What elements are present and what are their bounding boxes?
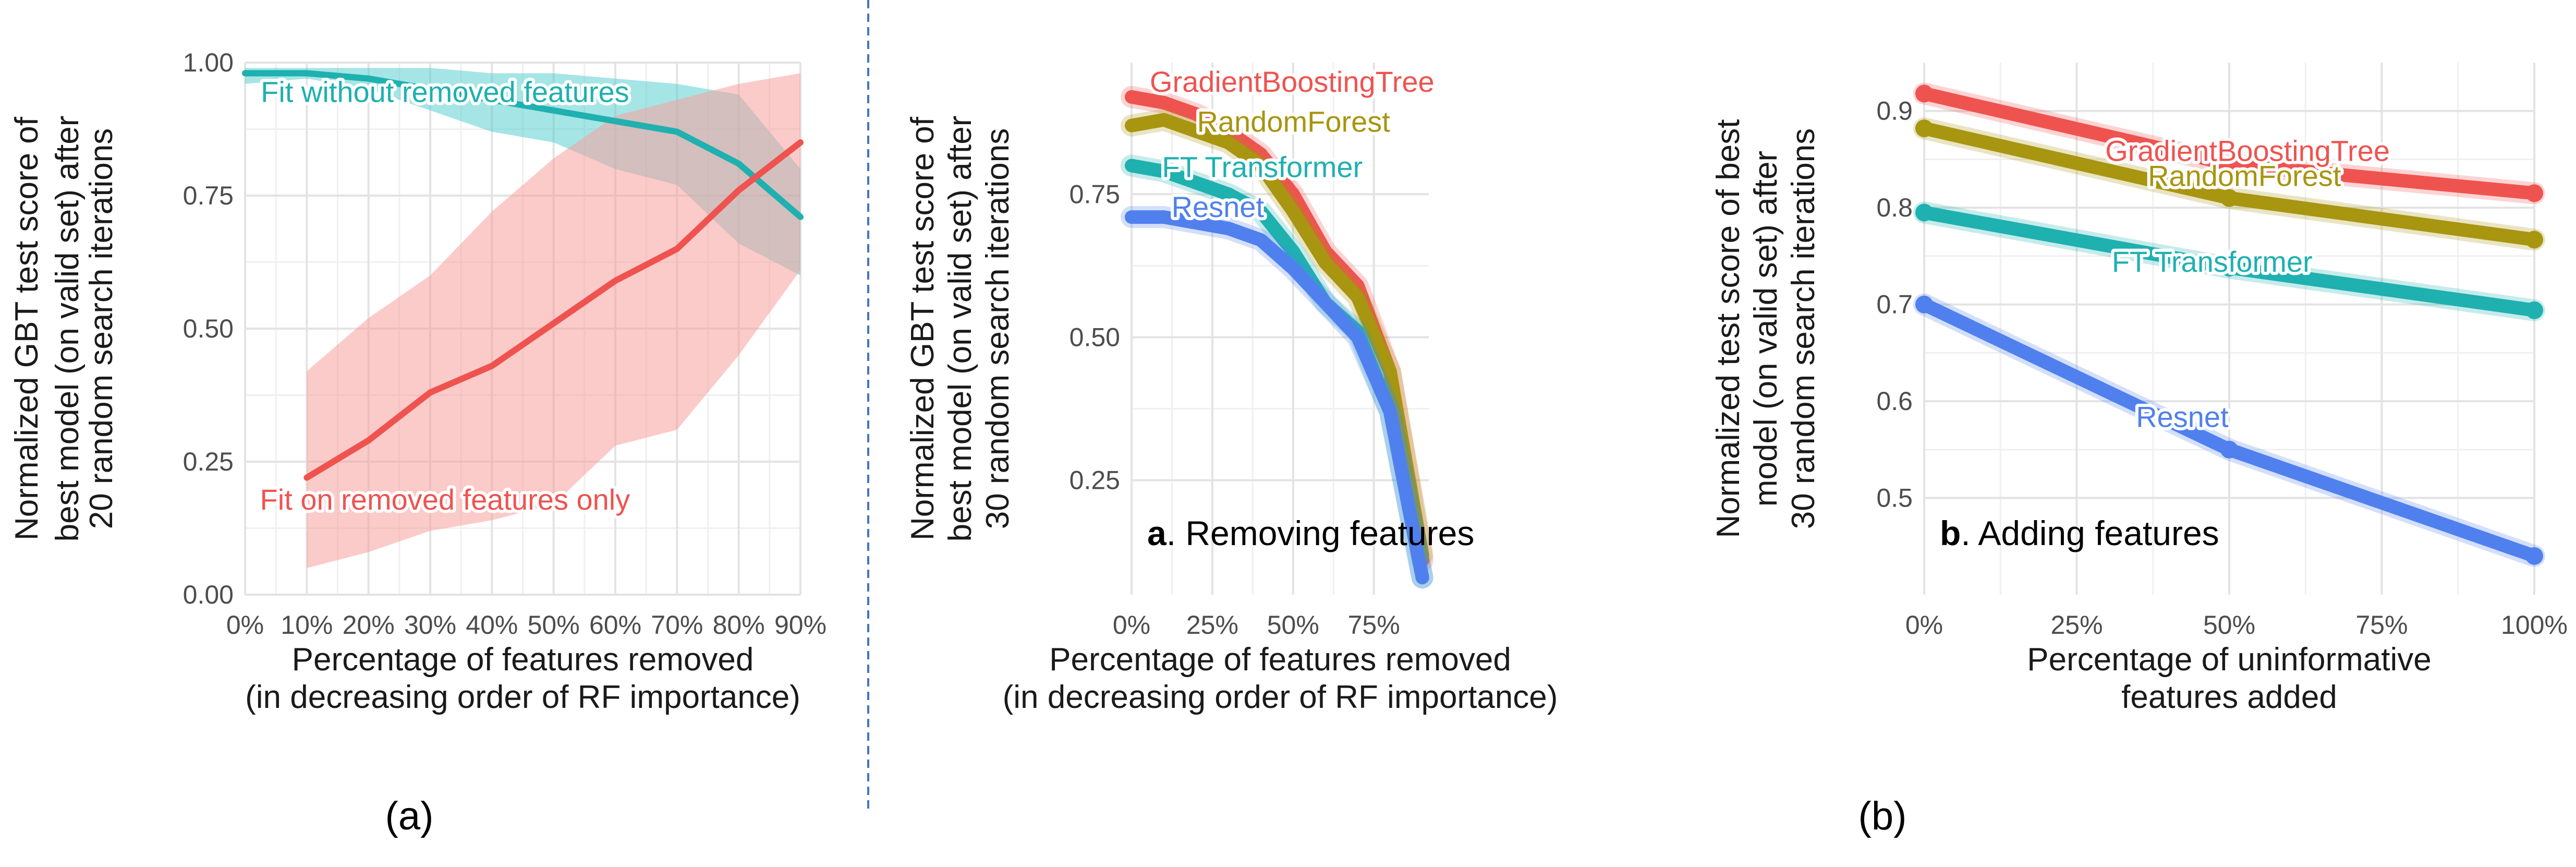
chart-3-data-point [2220,189,2238,207]
chart-3-x-tick-label: 50% [2203,610,2255,640]
chart-1-series-label: Fit without removed features [261,75,629,108]
chart-2-y-axis-label: Normalized GBT test score of [905,116,941,540]
chart-1-y-axis-label: best model (on valid set) after [50,116,86,542]
chart-3-x-axis-label: Percentage of uninformative [2027,642,2431,678]
chart-3-series-label-halo: FT Transformer [2112,245,2313,278]
chart-1-y-axis-label: 20 random search iterations [83,128,119,529]
chart-3-series-label: Resnet [2136,401,2229,434]
chart-2-series-line [1125,113,1429,562]
chart-3-series-label-halo: Resnet [2136,401,2229,434]
chart-3-data-point [2525,301,2543,319]
chart-2-series-label: RandomForest [1197,105,1390,138]
chart-3-data-point [2525,547,2543,565]
chart-1-x-tick-label: 90% [774,610,827,640]
chart-2-series-label-halo: GradientBoostingTree [1150,65,1435,98]
chart-2-x-axis-label: (in decreasing order of RF importance) [1003,679,1558,715]
chart-1-y-tick-label: 1.00 [183,48,234,77]
chart-3-series-label: RandomForest [2148,160,2341,192]
chart-1-x-tick-label: 80% [713,610,765,640]
chart-2-series-label-halo: RandomForest [1197,105,1390,138]
chart-3-y-tick-label: 0.9 [1876,97,1913,126]
chart-3-x-tick-label: 75% [2355,610,2408,640]
chart-3-data-point [2220,259,2238,277]
chart-2-y-tick-label: 0.50 [1070,322,1120,352]
chart-3-data-point [1915,203,1933,222]
chart-2-x-tick-label: 0% [1113,610,1150,640]
chart-1-x-axis-label: Percentage of features removed [292,642,754,678]
chart-1-x-tick-label: 70% [651,610,703,640]
chart-3-y-tick-label: 0.7 [1876,290,1913,319]
chart-1-series-label-halo: Fit on removed features only [260,483,630,516]
chart-panel-b-adding: 0.5 0.6 0.7 0.8 0.9 0% 25% 50% 75% 100% Percentage… [1710,63,2568,715]
chart-3-y-tick-label: 0.5 [1876,484,1913,513]
chart-1-y-tick-label: 0.50 [183,314,234,343]
chart-3-data-point [2220,440,2238,459]
chart-2-series-label: Resnet [1172,190,1265,223]
chart-2-series-label: FT Transformer [1162,150,1363,183]
chart-1-y-axis-label: Normalized GBT test score of [9,116,45,540]
chart-3-data-point [2220,155,2238,173]
chart-1-x-tick-label: 50% [528,610,580,640]
chart-3-series-label: GradientBoostingTree [2105,135,2390,167]
chart-3-x-tick-label: 100% [2501,610,2568,640]
chart-2-x-axis-label: Percentage of features removed [1049,642,1511,678]
chart-1-x-tick-label: 60% [589,610,641,640]
chart-3-y-axis-label: Normalized test score of best [1710,119,1746,538]
chart-1-x-tick-label: 10% [281,610,333,640]
sublabel-a: (a) [385,794,434,838]
chart-1-x-axis-label: (in decreasing order of RF importance) [245,679,800,715]
chart-3-data-point [1915,119,1933,138]
chart-2-series-line [1125,210,1429,585]
chart-2-series-label-halo: Resnet [1172,190,1265,223]
chart-3-y-tick-label: 0.6 [1876,387,1913,416]
chart-2-panel-letter: a [1147,514,1167,552]
chart-3-data-point [2525,231,2543,249]
chart-2-x-tick-label: 25% [1186,610,1238,640]
chart-1-x-tick-label: 20% [343,610,395,640]
chart-2-y-axis-label: best model (on valid set) after [942,116,978,542]
chart-3-y-axis-label: model (on valid set) after [1748,151,1784,507]
chart-3-panel-letter: b [1940,514,1961,552]
chart-panel-b-removing: 0.25 0.50 0.75 0% 25% 50% 75%Percentage of fea… [905,62,1558,715]
chart-3-y-axis-label: 30 random search iterations [1785,128,1821,529]
chart-1-x-tick-label: 40% [466,610,518,640]
chart-2-x-tick-label: 50% [1267,610,1319,640]
chart-3-series-label: FT Transformer [2112,245,2313,278]
chart-3-y-tick-label: 0.8 [1876,193,1913,222]
chart-2-panel-title-text: . Removing features [1167,514,1475,552]
chart-1-y-tick-label: 0.00 [183,580,234,609]
chart-3-x-tick-label: 0% [1905,610,1943,640]
chart-1-series-line [303,139,804,481]
chart-1-x-tick-label: 0% [226,610,264,640]
chart-3-series-label-halo: RandomForest [2148,160,2341,192]
chart-3-data-point [1915,85,1933,103]
chart-1-y-tick-label: 0.75 [183,181,234,210]
chart-1-series-label-halo: Fit without removed features [261,75,629,108]
chart-2-y-axis-label: 30 random search iterations [980,128,1016,529]
chart-2-y-tick-label: 0.25 [1070,466,1120,495]
chart-3-data-point [1915,295,1933,314]
chart-2-y-tick-label: 0.75 [1070,179,1120,209]
chart-3-panel-title: b. Adding features [1940,514,2219,552]
chart-3-series-label-halo: GradientBoostingTree [2105,135,2390,167]
chart-3-x-axis-label: features added [2121,679,2337,715]
chart-3-panel-title-text: . Adding features [1961,514,2219,552]
chart-2-series-label-halo: FT Transformer [1162,150,1363,183]
sublabel-b: (b) [1858,794,1907,838]
chart-2-series-label: GradientBoostingTree [1150,65,1435,98]
chart-1-series-line [242,70,804,220]
chart-2-panel-title: a. Removing features [1147,514,1474,552]
chart-1-series-label: Fit on removed features only [260,483,630,516]
chart-3-x-tick-label: 25% [2050,610,2103,640]
chart-panel-a: 0.00 0.25 0.50 0.75 1.00 0% 10% 20% 30% 40% 50% 60%… [9,48,827,715]
chart-1-x-tick-label: 30% [404,610,456,640]
chart-1-y-tick-label: 0.25 [183,447,234,476]
chart-3-data-point [2525,184,2543,202]
chart-2-x-tick-label: 75% [1348,610,1400,640]
